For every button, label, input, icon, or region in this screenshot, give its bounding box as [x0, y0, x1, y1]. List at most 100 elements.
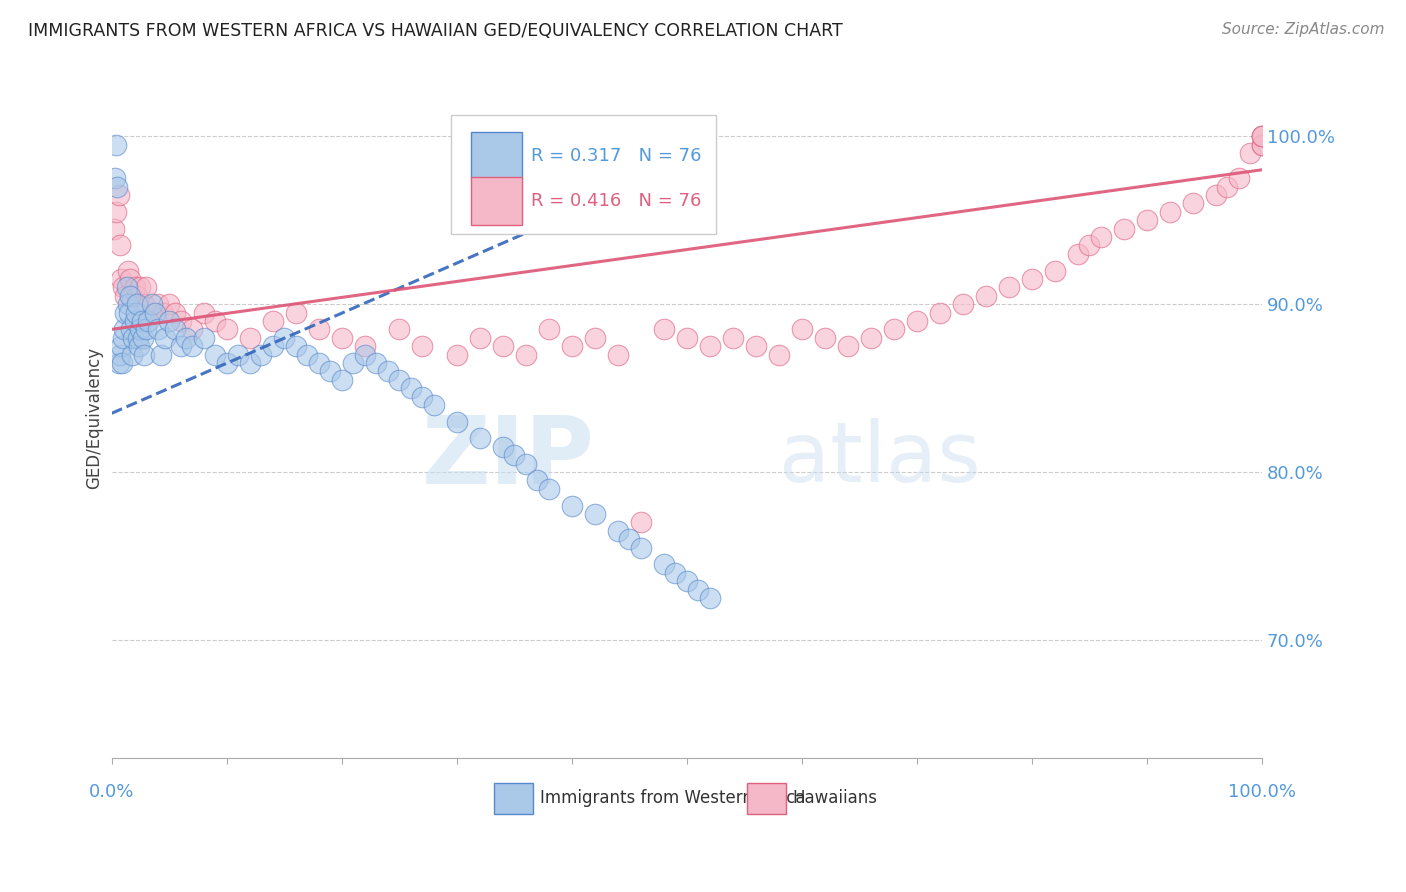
Point [1205, 188, 1227, 202]
Point [1251, 129, 1274, 144]
Point [330, 331, 353, 345]
Point [1181, 196, 1204, 211]
Point [125, 297, 148, 311]
Point [859, 331, 882, 345]
Point [284, 339, 307, 353]
Point [239, 356, 262, 370]
Point [163, 305, 186, 319]
Point [561, 499, 583, 513]
Text: ZIP: ZIP [422, 412, 595, 504]
Point [492, 339, 515, 353]
Point [606, 524, 628, 538]
Point [132, 347, 155, 361]
Point [468, 331, 491, 345]
Text: Immigrants from Western Africa: Immigrants from Western Africa [540, 789, 806, 807]
Point [388, 373, 411, 387]
Point [790, 322, 813, 336]
Point [176, 331, 198, 345]
Point [105, 204, 128, 219]
Point [181, 339, 204, 353]
Point [537, 482, 560, 496]
Point [422, 398, 444, 412]
Point [108, 347, 131, 361]
Text: 100.0%: 100.0% [1227, 783, 1296, 801]
Point [998, 280, 1021, 294]
Point [745, 339, 768, 353]
Point [606, 347, 628, 361]
Point [118, 305, 141, 319]
Point [146, 297, 169, 311]
Point [1216, 179, 1239, 194]
Point [1251, 129, 1274, 144]
Point [561, 339, 583, 353]
Point [342, 356, 364, 370]
Point [675, 331, 697, 345]
Point [399, 381, 422, 395]
Point [239, 331, 262, 345]
Point [262, 339, 284, 353]
Text: R = 0.317   N = 76: R = 0.317 N = 76 [531, 146, 702, 165]
Point [630, 541, 652, 555]
Point [215, 322, 238, 336]
Point [204, 314, 226, 328]
Point [117, 297, 139, 311]
Point [388, 322, 411, 336]
Point [883, 322, 905, 336]
Point [105, 179, 128, 194]
Point [675, 574, 697, 589]
Point [135, 280, 157, 294]
Point [128, 339, 150, 353]
Point [112, 280, 135, 294]
Point [446, 415, 468, 429]
Point [928, 305, 950, 319]
Point [181, 322, 204, 336]
Point [122, 331, 145, 345]
Point [127, 331, 149, 345]
Text: 0.0%: 0.0% [89, 783, 135, 801]
Point [688, 582, 710, 597]
Point [905, 314, 928, 328]
Point [273, 331, 295, 345]
Point [262, 314, 284, 328]
Point [1227, 171, 1250, 186]
Point [169, 314, 191, 328]
Text: Source: ZipAtlas.com: Source: ZipAtlas.com [1222, 22, 1385, 37]
Point [124, 280, 146, 294]
FancyBboxPatch shape [494, 782, 533, 814]
Point [215, 356, 238, 370]
Point [366, 356, 388, 370]
Point [515, 347, 537, 361]
Point [157, 314, 180, 328]
Point [114, 305, 136, 319]
Point [135, 322, 157, 336]
FancyBboxPatch shape [451, 115, 716, 234]
Point [721, 331, 744, 345]
Point [118, 272, 141, 286]
Point [330, 373, 353, 387]
Point [129, 322, 152, 336]
Point [1239, 146, 1261, 161]
Point [619, 533, 641, 547]
Point [141, 305, 163, 319]
Point [193, 305, 215, 319]
Point [492, 440, 515, 454]
Point [138, 314, 160, 328]
Point [1067, 246, 1090, 260]
Point [132, 297, 155, 311]
Point [411, 390, 433, 404]
Point [226, 347, 249, 361]
Point [150, 347, 173, 361]
Point [1136, 213, 1159, 227]
Point [1251, 137, 1274, 152]
Point [1251, 137, 1274, 152]
Point [110, 272, 132, 286]
Point [108, 238, 131, 252]
Point [319, 364, 342, 378]
Point [125, 289, 148, 303]
Point [107, 356, 129, 370]
Point [129, 280, 152, 294]
Point [446, 347, 468, 361]
Point [1251, 129, 1274, 144]
FancyBboxPatch shape [471, 178, 522, 225]
Point [163, 322, 186, 336]
